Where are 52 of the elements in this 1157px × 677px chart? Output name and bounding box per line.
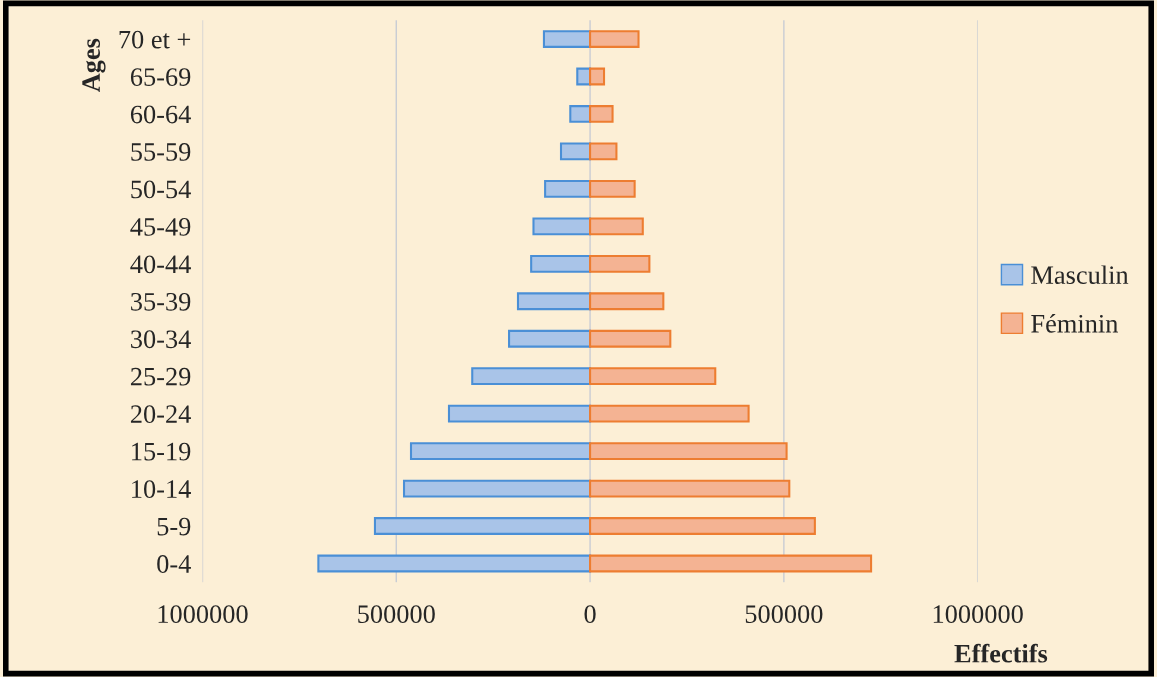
bar: [530, 254, 592, 273]
bar: [447, 404, 592, 423]
x-tick-label: 500000: [358, 605, 435, 624]
bar: [471, 367, 592, 386]
y-tick-label: 0-4: [157, 555, 191, 573]
bar: [589, 329, 672, 348]
y-tick-label: 35-39: [131, 292, 191, 311]
y-tick-label: 50-54: [131, 180, 191, 199]
x-tick-label: 500000: [745, 605, 823, 624]
x-tick-label: 1000000: [933, 605, 1023, 624]
x-tick-label: 0: [584, 605, 596, 624]
bar: [589, 254, 651, 273]
legend-label: Masculin: [1031, 265, 1129, 285]
bar: [508, 329, 592, 348]
bar: [589, 142, 618, 161]
bar: [589, 105, 614, 123]
y-tick-label: 70 et +: [119, 30, 191, 49]
bar: [589, 217, 644, 236]
bar: [589, 179, 636, 198]
y-tick-label: 40-44: [130, 255, 191, 274]
bar: [317, 554, 592, 573]
bar: [589, 367, 717, 386]
bar: [589, 554, 873, 573]
bar: [589, 292, 665, 311]
x-axis-title: Effectifs: [954, 643, 1048, 663]
y-tick-label: 5-9: [157, 517, 191, 536]
y-tick-label: 25-29: [130, 367, 191, 386]
bar: [569, 105, 592, 123]
y-tick-label: 45-49: [130, 218, 191, 236]
bar: [589, 404, 750, 423]
bar: [589, 30, 640, 48]
legend-label: Féminin: [1031, 314, 1119, 333]
bar: [544, 179, 592, 198]
y-tick-label: 30-34: [131, 330, 191, 349]
y-tick-label: 15-19: [132, 442, 191, 461]
bar: [542, 30, 592, 48]
bar: [516, 292, 592, 311]
y-axis-title: Ages: [82, 38, 106, 93]
y-tick-label: 10-14: [132, 480, 191, 498]
bar: [402, 479, 592, 498]
bar: [589, 479, 791, 498]
bar: [373, 517, 592, 535]
y-tick-label: 65-69: [130, 68, 191, 86]
y-tick-label: 20-24: [130, 405, 191, 424]
y-tick-label: 55-59: [131, 143, 191, 161]
bar: [409, 442, 592, 461]
x-tick-label: 1000000: [158, 605, 248, 624]
bar: [589, 442, 788, 461]
bar: [589, 67, 606, 86]
bar: [532, 217, 592, 236]
bar: [589, 517, 816, 535]
y-tick-label: 60-64: [130, 105, 191, 124]
